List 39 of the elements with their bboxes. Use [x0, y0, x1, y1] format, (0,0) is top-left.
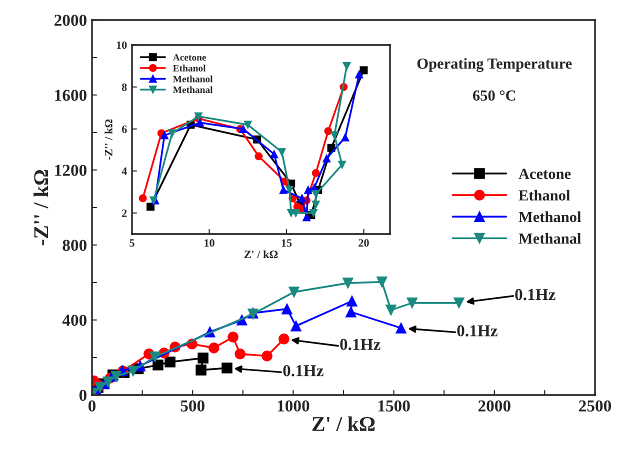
annotation: Operating Temperature	[417, 58, 572, 72]
y-tick-label: 4	[122, 168, 127, 175]
x-tick-label: 2500	[579, 400, 612, 412]
y-tick-label: 0	[79, 390, 87, 401]
legend-label: Methanal	[173, 86, 213, 94]
legend-label: Acetone	[172, 54, 206, 61]
y-tick-label: 2000	[54, 14, 87, 26]
legend-label: Ethanol	[173, 64, 206, 72]
x-tick-label: 1000	[278, 400, 310, 412]
y-tick-label: 10	[116, 41, 127, 49]
x-tick-label: 1500	[378, 400, 410, 412]
annotation: 0.1Hz	[457, 325, 498, 336]
legend-label: Ethanol	[518, 190, 570, 201]
x-tick-label: 15	[282, 239, 292, 247]
x-tick-label: 500	[180, 400, 204, 412]
legend-label: Methanal	[518, 233, 581, 244]
y-tick-label: 8	[122, 83, 127, 91]
legend-label: Acetone	[518, 168, 571, 179]
annotation: 0.1Hz	[515, 288, 556, 300]
y-tick-label: 1200	[55, 164, 87, 176]
y-tick-label: 400	[62, 314, 87, 326]
y-tick-label: 1600	[55, 90, 87, 101]
y-axis-title: -Z'' / kΩ	[34, 170, 48, 246]
y-tick-label: 6	[122, 125, 127, 133]
annotation: 650 °C	[472, 90, 516, 101]
x-tick-label: 2000	[478, 400, 510, 412]
annotation: 0.1Hz	[340, 338, 380, 350]
annotation: 0.1Hz	[283, 365, 324, 376]
x-axis-title: Z' / kΩ	[312, 416, 375, 432]
x-tick-label: 5	[130, 239, 134, 247]
x-axis-title: Z' / kΩ	[244, 250, 278, 258]
x-tick-label: 20	[358, 239, 369, 247]
y-axis-title: -Z'' / kΩ	[104, 119, 112, 160]
legend-label: Methanol	[173, 75, 213, 82]
y-tick-label: 800	[62, 240, 87, 251]
y-tick-label: 2	[122, 209, 127, 217]
x-tick-label: 0	[88, 400, 96, 412]
legend-label: Methanol	[518, 211, 581, 222]
x-tick-label: 10	[204, 239, 214, 247]
